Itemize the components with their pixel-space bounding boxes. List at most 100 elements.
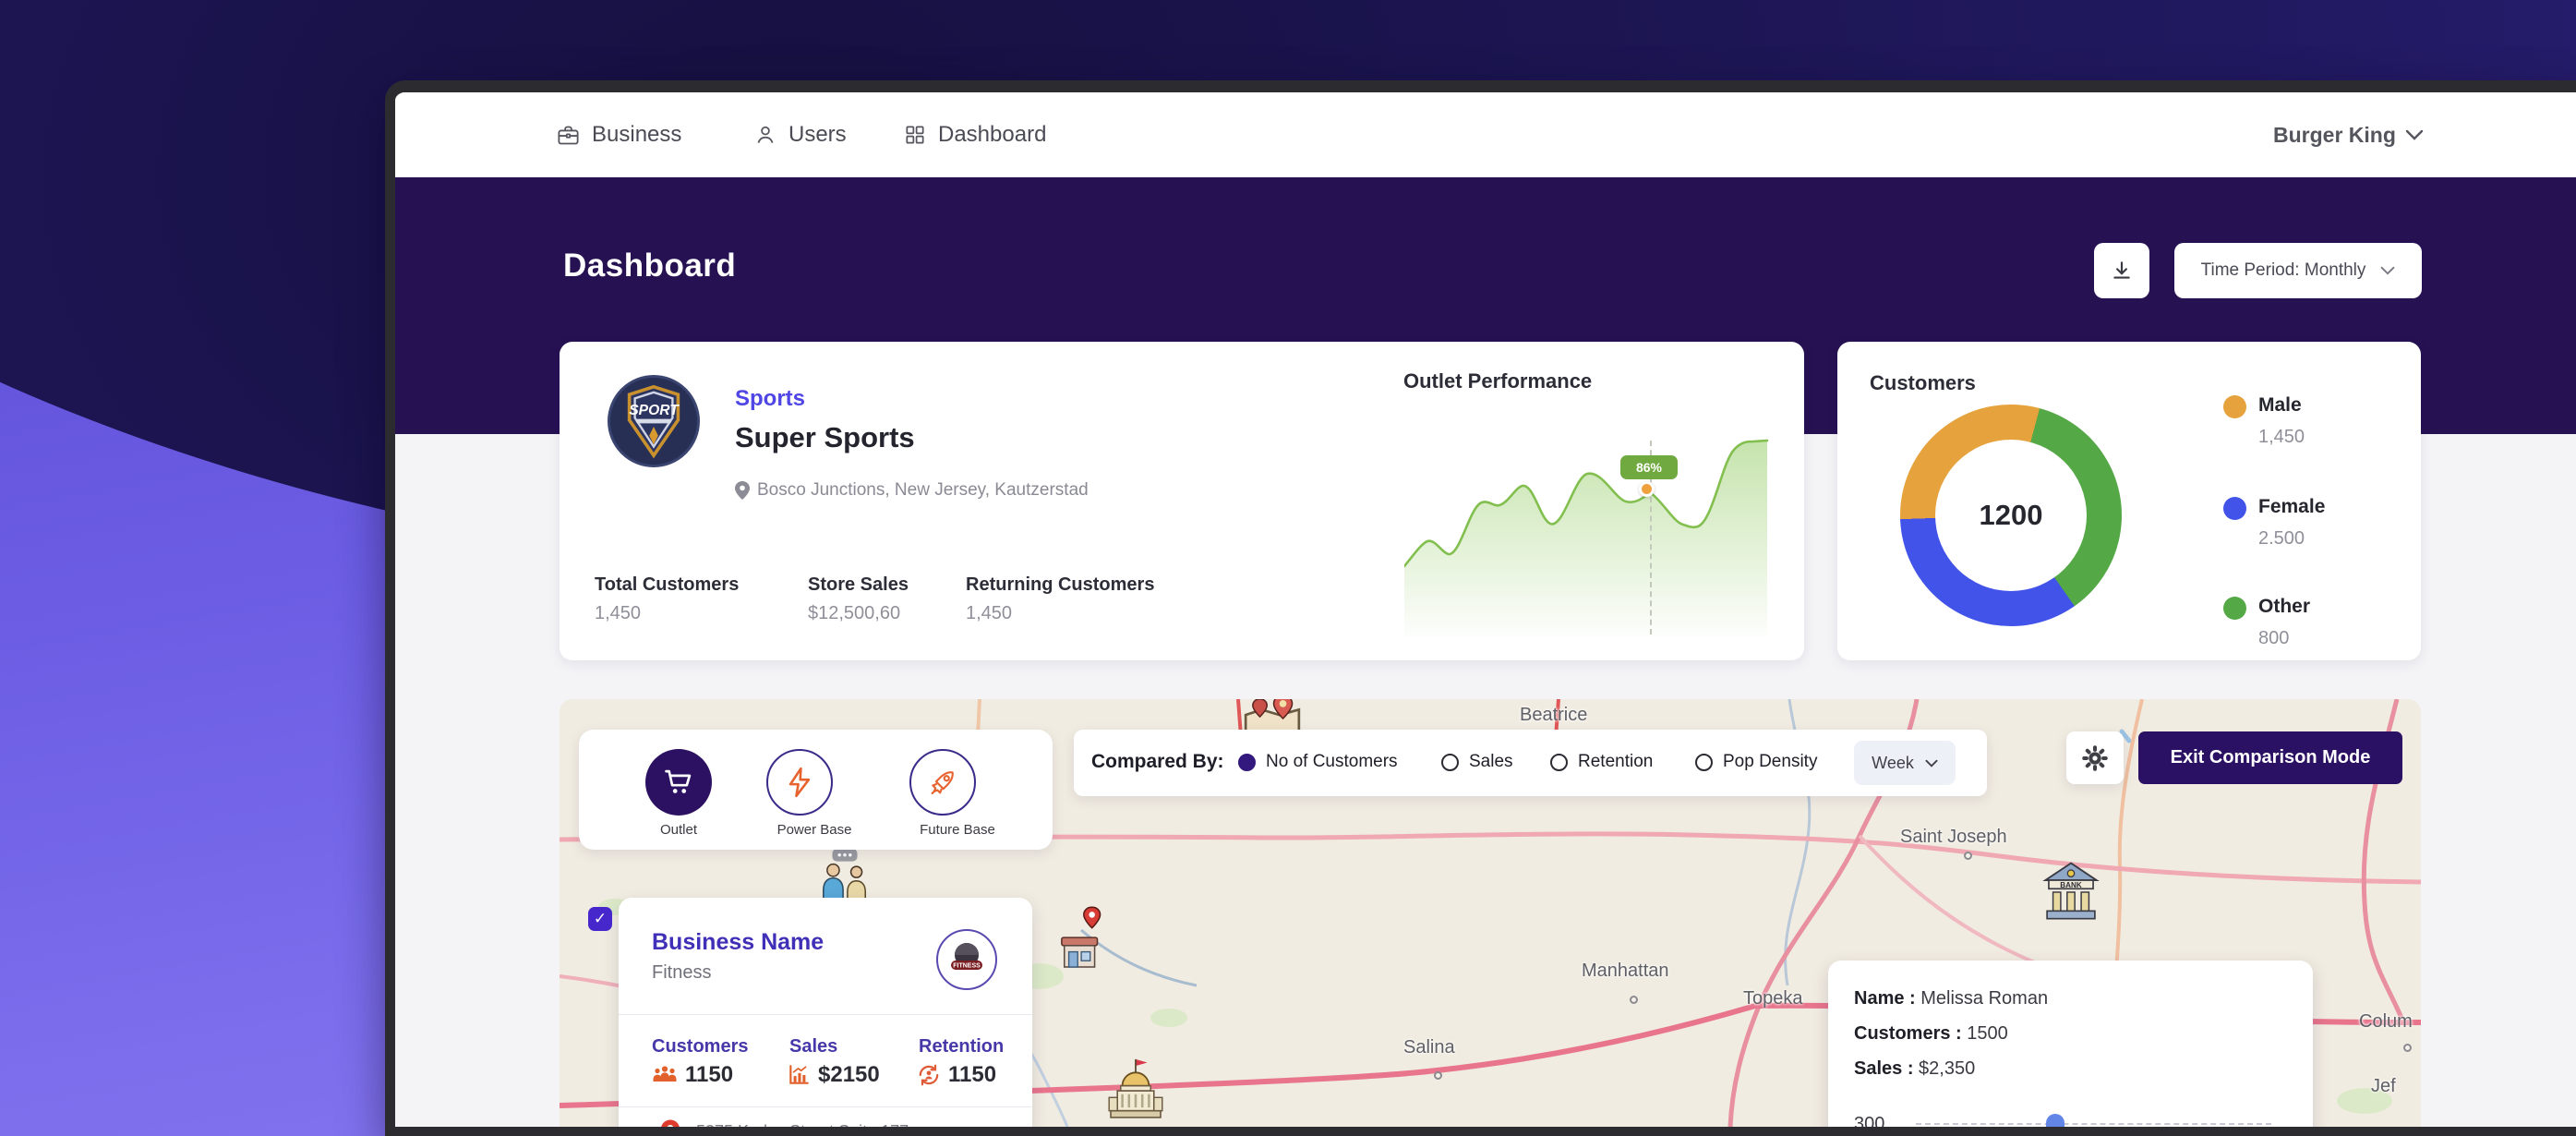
tooltip-value: Melissa Roman	[1920, 988, 2049, 1009]
map-label-columbia: Colum	[2359, 1011, 2413, 1032]
slider-value: 300	[1854, 1114, 1885, 1127]
compare-bar: Compared By: No of Customers Sales Reten…	[1074, 730, 1987, 796]
tooltip-value: $2,350	[1919, 1058, 1976, 1079]
customers-donut-chart: 1200	[1900, 405, 2122, 626]
user-icon	[753, 123, 777, 147]
city-dot	[2403, 1044, 2412, 1052]
download-button[interactable]	[2094, 243, 2149, 298]
exit-comparison-button[interactable]: Exit Comparison Mode	[2138, 731, 2402, 784]
page-title: Dashboard	[563, 248, 737, 284]
map-label-topeka: Topeka	[1743, 988, 1803, 1009]
nav-item-label: Business	[592, 122, 682, 147]
top-navbar: Business Users Dashboard Burger King	[395, 92, 2576, 177]
svg-text:BANK: BANK	[2060, 881, 2082, 889]
legend-label-other: Other	[2258, 596, 2311, 617]
tooltip-label: Customers :	[1854, 1023, 1962, 1044]
biz-stat-sales: $2150	[787, 1062, 880, 1088]
radio-label[interactable]: Sales	[1469, 752, 1513, 771]
layer-toggle-label: Power Base	[776, 822, 852, 838]
nav-item-label: Users	[788, 122, 847, 147]
outlet-category[interactable]: Sports	[735, 386, 806, 411]
account-menu[interactable]: Burger King	[2273, 92, 2424, 177]
business-popup-card[interactable]: Business Name Fitness FITNESS Customers …	[619, 898, 1032, 1127]
city-dot	[1434, 1071, 1442, 1080]
business-checkbox[interactable]: ✓	[588, 907, 612, 931]
radio-label[interactable]: No of Customers	[1266, 752, 1398, 771]
map-label-salina: Salina	[1403, 1037, 1455, 1057]
nav-item-label: Dashboard	[938, 122, 1047, 147]
nav-item-users[interactable]: Users	[753, 92, 847, 177]
layer-toggle-label: Outlet	[659, 822, 698, 838]
divider	[619, 1014, 1032, 1015]
layer-toggle-label: Future Base	[920, 822, 995, 838]
retention-icon	[917, 1063, 941, 1087]
capitol-icon	[1102, 1057, 1169, 1126]
tooltip-value: 1500	[1967, 1023, 2008, 1044]
sales-chart-icon	[787, 1063, 811, 1087]
business-address-row: 5375 Karley Street Suite 177	[661, 1119, 909, 1127]
cart-icon	[661, 765, 696, 800]
slider-handle[interactable]	[2046, 1114, 2064, 1127]
legend-label-female: Female	[2258, 496, 2326, 517]
biz-stat-customers: 1150	[652, 1062, 733, 1088]
layer-toggle-card: Outlet Power Base Future Base	[579, 730, 1053, 850]
map-label-jefferson: Jef	[2371, 1076, 2396, 1096]
map-label-saint-joseph: Saint Joseph	[1900, 827, 2007, 847]
nav-item-dashboard[interactable]: Dashboard	[903, 92, 1046, 177]
app-window: Business Users Dashboard Burger King Das…	[385, 80, 2576, 1136]
legend-label-male: Male	[2258, 394, 2302, 416]
business-logo: FITNESS	[936, 929, 997, 990]
outlet-location: Bosco Junctions, New Jersey, Kautzerstad	[735, 480, 1089, 501]
layer-toggle-outlet[interactable]	[645, 749, 712, 816]
biz-stat-retention: 1150	[917, 1062, 996, 1088]
chevron-down-icon	[2405, 129, 2424, 140]
radio-pop-density[interactable]	[1695, 754, 1713, 771]
radio-retention[interactable]	[1550, 754, 1568, 771]
bank-icon: BANK	[2037, 858, 2105, 926]
biz-stat-label-retention: Retention	[919, 1036, 1005, 1057]
biz-stat-label-customers: Customers	[652, 1036, 749, 1057]
layer-toggle-power-base[interactable]	[766, 749, 833, 816]
customers-card: Customers 1200 Male 1,450 Female 2.500 O…	[1837, 342, 2421, 660]
legend-dot-other	[2223, 597, 2246, 620]
lightning-icon	[786, 767, 813, 798]
rocket-icon	[927, 767, 958, 798]
slider-track[interactable]	[1916, 1123, 2271, 1125]
radio-sales[interactable]	[1441, 754, 1459, 771]
map-tooltip: Name : Melissa Roman Customers : 1500 Sa…	[1828, 961, 2313, 1127]
biz-stat-label-sales: Sales	[789, 1036, 838, 1057]
location-pin-icon	[735, 481, 750, 500]
chart-marker-dot	[1639, 481, 1655, 497]
legend-value-other: 800	[2258, 628, 2290, 648]
week-dropdown[interactable]: Week	[1854, 741, 1956, 785]
customers-card-title: Customers	[1870, 371, 1976, 394]
download-icon	[2110, 259, 2134, 283]
people-meeting-icon	[818, 847, 872, 906]
svg-text:FITNESS: FITNESS	[953, 962, 981, 969]
business-name: Business Name	[652, 929, 825, 955]
radio-label[interactable]: Pop Density	[1723, 752, 1818, 771]
chart-title: Outlet Performance	[1403, 369, 1593, 393]
time-period-value: Time Period: Monthly	[2200, 260, 2366, 280]
grid-icon	[903, 123, 927, 147]
city-dot	[1964, 852, 1972, 860]
outlet-logo: SPORT	[608, 375, 700, 467]
tooltip-label: Sales :	[1854, 1058, 1914, 1079]
map-settings-button[interactable]	[2066, 731, 2124, 784]
gear-icon	[2080, 743, 2110, 773]
donut-center-value: 1200	[1979, 499, 2043, 531]
legend-dot-male	[2223, 395, 2246, 418]
outlet-location-text: Bosco Junctions, New Jersey, Kautzerstad	[757, 480, 1089, 500]
chevron-down-icon	[1925, 759, 1938, 767]
map-label-manhattan: Manhattan	[1582, 961, 1669, 981]
comparison-map[interactable]: Beatrice Saint Joseph Manhattan Topeka S…	[560, 699, 2421, 1127]
radio-no-of-customers[interactable]	[1238, 754, 1256, 771]
outlet-performance-chart: 86%	[1404, 420, 1774, 637]
time-period-dropdown[interactable]: Time Period: Monthly	[2174, 243, 2422, 298]
map-label-beatrice: Beatrice	[1520, 705, 1588, 725]
radio-label[interactable]: Retention	[1578, 752, 1654, 771]
legend-value-female: 2.500	[2258, 528, 2305, 549]
nav-item-business[interactable]: Business	[556, 92, 681, 177]
divider	[619, 1106, 1032, 1107]
layer-toggle-future-base[interactable]	[909, 749, 976, 816]
